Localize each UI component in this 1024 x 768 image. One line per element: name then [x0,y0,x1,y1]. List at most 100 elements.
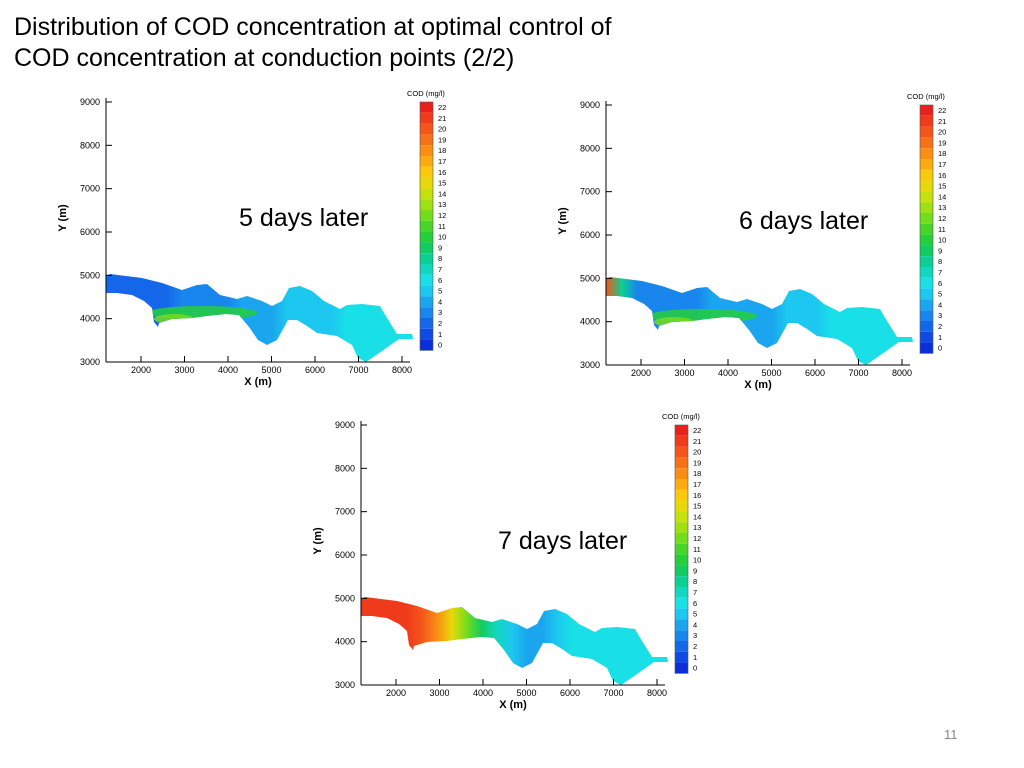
y-tick-label: 6000 [580,230,600,240]
x-tick-label: 5000 [761,368,781,378]
y-tick-label: 5000 [80,270,100,280]
legend-label: 18 [438,146,446,155]
legend-label: 16 [938,171,946,180]
legend-swatch [420,339,433,351]
legend-label: 4 [693,620,697,629]
legend-border [674,424,689,674]
legend-label: 9 [938,246,942,255]
legend-swatch [420,188,433,200]
y-tick-label: 6000 [80,227,100,237]
y-tick-label: 8000 [580,143,600,153]
legend-label: 13 [938,203,946,212]
legend-label: 18 [693,469,701,478]
legend-label: 12 [438,211,446,220]
legend-label: 8 [938,257,942,266]
legend-label: 5 [693,610,697,619]
legend-title: COD (mg/l) [662,412,700,421]
x-tick-label: 8000 [392,365,412,375]
legend-label: 2 [438,319,442,328]
x-tick-label: 7000 [348,365,368,375]
legend-swatch [675,597,688,609]
legend-label: 14 [938,192,946,201]
legend-swatch [675,457,688,469]
legend-swatch [420,145,433,156]
legend-label: 6 [438,276,442,285]
legend-swatch [920,256,933,267]
legend-swatch [420,166,433,178]
legend-swatch [675,511,688,523]
slide-title: Distribution of COD concentration at opt… [14,12,734,74]
x-tick-label: 6000 [805,368,825,378]
legend-swatch [420,274,433,286]
legend-label: 20 [438,125,446,134]
y-axis-label: Y (m) [57,204,69,232]
y-tick-label: 9000 [335,420,355,430]
y-tick-label: 9000 [580,100,600,110]
x-axis-label: X (m) [244,376,272,388]
legend-label: 7 [693,588,697,597]
legend-swatch [920,148,933,159]
high-cod-zone [654,317,694,327]
legend-swatch [675,446,688,458]
x-tick-label: 3000 [174,365,194,375]
legend-label: 4 [938,300,942,309]
legend-swatch [675,468,688,479]
contour-plot-6-days: 9000 8000 7000 6000 5000 4000 3000 2000 3000 4000… [552,86,946,401]
legend-swatch [420,264,433,275]
legend-swatch [420,199,433,210]
legend-swatch [420,102,433,113]
legend-label: 4 [438,297,442,306]
y-tick-label: 6000 [335,550,355,560]
legend-swatch [675,543,688,555]
legend-swatch [920,191,933,203]
x-tick-label: 5000 [516,688,536,698]
legend-swatch [420,296,433,308]
x-tick-label: 4000 [718,368,738,378]
legend-label: 10 [438,233,446,242]
legend-swatch [920,245,933,257]
legend-swatch [675,479,688,490]
slide-title-line1: Distribution of COD concentration at opt… [14,13,612,41]
x-tick-label: 2000 [631,368,651,378]
x-tick-label: 2000 [131,365,151,375]
legend-label: 14 [693,512,701,521]
legend-swatch [920,321,933,332]
legend-swatch [675,500,688,512]
legend-label: 19 [938,138,946,147]
legend-label: 17 [693,480,701,489]
y-tick-label: 4000 [580,317,600,327]
legend-label: 3 [693,631,697,640]
y-tick-label: 7000 [80,184,100,194]
legend-label: 21 [438,114,446,123]
legend-swatch [675,630,688,641]
legend-swatch [420,112,433,124]
river-region [106,274,413,362]
legend-label: 13 [693,523,701,532]
legend-label: 11 [938,225,946,234]
legend-border [419,101,434,351]
legend-label: 2 [938,322,942,331]
legend-label: 15 [693,502,701,511]
legend-swatch [675,576,688,587]
legend-swatch [920,234,933,246]
legend-label: 22 [438,103,446,112]
y-axis-label: Y (m) [312,527,324,555]
legend-swatch [920,159,933,170]
x-tick-label: 5000 [261,365,281,375]
x-tick-label: 2000 [386,688,406,698]
legend-swatch [920,213,933,224]
x-axis-label: X (m) [499,699,527,711]
legend-swatch [420,285,433,297]
legend-title: COD (mg/l) [407,89,445,98]
legend-border [919,104,934,354]
legend-swatch [920,105,933,116]
high-cod-zone [154,314,194,324]
x-tick-label: 6000 [305,365,325,375]
legend-label: 1 [438,330,442,339]
legend-swatch [420,220,433,232]
y-tick-label: 3000 [80,357,100,367]
river-region [361,597,668,685]
legend-swatch [920,310,933,321]
legend-swatch [420,242,433,254]
y-tick-label: 8000 [80,140,100,150]
